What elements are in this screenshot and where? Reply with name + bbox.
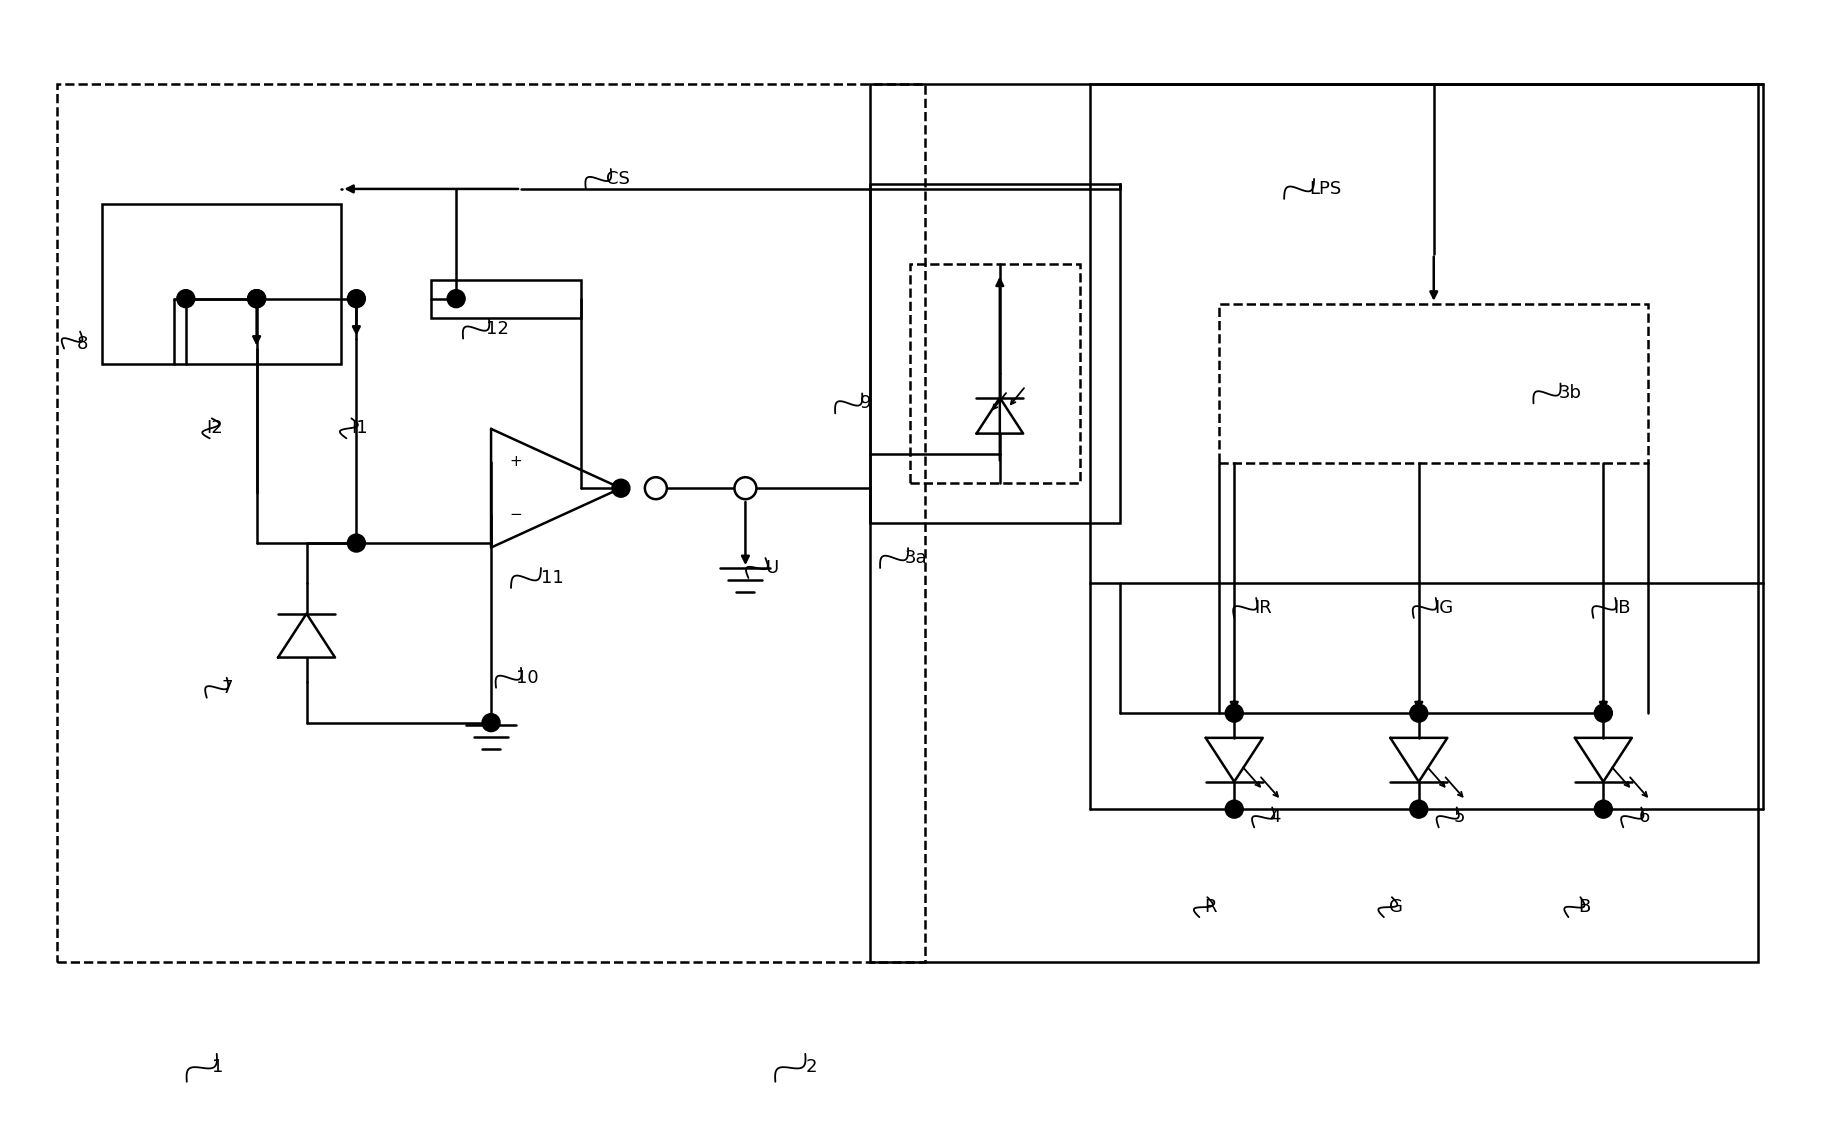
Circle shape [1409,800,1428,818]
Text: IB: IB [1612,599,1631,617]
Text: 12: 12 [486,320,510,337]
Text: 7: 7 [222,679,233,697]
Circle shape [247,289,266,307]
Text: 9: 9 [861,394,872,413]
Text: LPS: LPS [1310,179,1341,198]
Circle shape [1594,800,1612,818]
Text: 3a: 3a [905,549,927,567]
Text: U: U [765,559,779,577]
Text: 5: 5 [1454,808,1465,826]
Circle shape [735,478,757,499]
Text: 8: 8 [78,335,89,352]
Circle shape [611,479,630,497]
Text: G: G [1389,898,1402,917]
Bar [1219,304,1648,463]
Circle shape [347,534,366,552]
Text: −: − [510,507,523,522]
Circle shape [1225,800,1243,818]
Text: IG: IG [1433,599,1454,617]
Text: +: + [510,454,523,469]
Bar [1090,85,1762,583]
Text: 11: 11 [541,569,563,588]
Circle shape [482,713,501,732]
Circle shape [447,289,465,307]
Bar [430,280,580,318]
Text: 1: 1 [212,1057,223,1076]
Bar [911,264,1080,483]
Circle shape [645,478,667,499]
Circle shape [1409,704,1428,722]
Circle shape [347,289,366,307]
Text: B: B [1579,898,1590,917]
Text: I2: I2 [207,419,223,438]
Circle shape [1594,704,1612,722]
Bar [102,203,342,363]
Text: R: R [1204,898,1217,917]
Text: 10: 10 [515,669,539,687]
Text: 2: 2 [805,1057,816,1076]
Text: 6: 6 [1638,808,1649,826]
Circle shape [177,289,194,307]
Text: CS: CS [606,170,630,187]
Text: I1: I1 [351,419,368,438]
Bar [870,85,1758,962]
Bar [870,184,1119,523]
Text: IR: IR [1254,599,1273,617]
Bar [57,85,925,962]
Circle shape [247,289,266,307]
Circle shape [1225,704,1243,722]
Text: 3b: 3b [1559,384,1581,402]
Text: 4: 4 [1269,808,1280,826]
